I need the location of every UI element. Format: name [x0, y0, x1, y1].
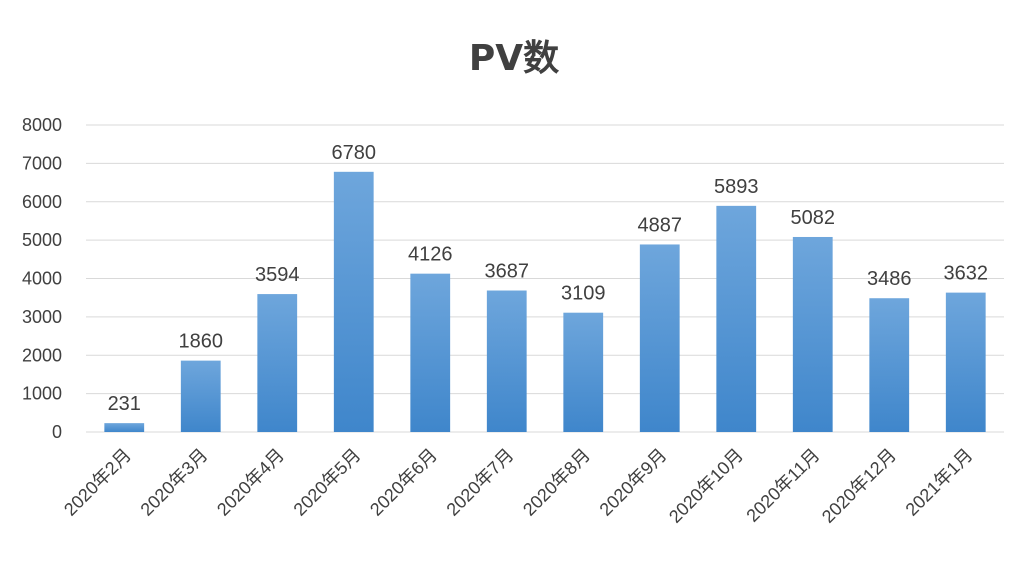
x-tick-label: 2020年10月 — [665, 445, 747, 527]
bar — [257, 294, 298, 432]
bar — [104, 423, 145, 432]
data-label: 5082 — [791, 207, 836, 229]
gridlines — [86, 124, 1004, 433]
data-label: 3109 — [561, 283, 606, 305]
bar — [410, 273, 451, 432]
data-label: 4126 — [408, 244, 453, 266]
bar — [639, 244, 680, 432]
x-tick-label: 2021年1月 — [902, 445, 977, 520]
x-tick-label: 2020年6月 — [366, 445, 441, 520]
data-label: 3486 — [867, 268, 912, 290]
data-label: 1860 — [179, 331, 224, 353]
x-axis-ticks: 2020年2月 2020年3月 2020年4月 2020年5月 2020年6月 2020年… — [60, 445, 976, 527]
data-label: 5893 — [714, 176, 759, 198]
x-tick-label: 2020年9月 — [596, 445, 671, 520]
data-label: 231 — [108, 393, 141, 415]
y-tick-label: 3000 — [22, 307, 62, 327]
bar — [333, 171, 374, 432]
y-tick-label: 4000 — [22, 269, 62, 289]
bar — [180, 360, 221, 432]
y-tick-label: 8000 — [22, 115, 62, 135]
y-tick-label: 7000 — [22, 153, 62, 173]
x-tick-label: 2020年8月 — [519, 445, 594, 520]
data-label: 3632 — [944, 263, 989, 285]
bar — [869, 298, 910, 432]
bars — [104, 171, 986, 432]
bar — [945, 292, 986, 432]
x-tick-label: 2020年5月 — [290, 445, 365, 520]
x-tick-label: 2020年3月 — [137, 445, 212, 520]
x-tick-label: 2020年12月 — [818, 445, 900, 527]
y-tick-label: 5000 — [22, 230, 62, 250]
x-tick-label: 2020年4月 — [213, 445, 288, 520]
y-tick-label: 0 — [52, 422, 62, 442]
bar — [716, 205, 757, 432]
data-label: 4887 — [638, 214, 683, 236]
x-tick-label: 2020年7月 — [443, 445, 518, 520]
x-tick-label: 2020年11月 — [742, 445, 823, 526]
y-tick-label: 6000 — [22, 192, 62, 212]
data-labels: 231 1860 3594 6780 4126 3687 3109 4887 5893 5082 3… — [108, 142, 988, 415]
x-tick-label: 2020年2月 — [60, 445, 135, 520]
data-label: 6780 — [332, 142, 377, 164]
y-axis-ticks: 0 1000 2000 3000 4000 5000 6000 7000 8000 — [22, 115, 62, 442]
chart-title: PV数 — [469, 38, 559, 79]
bar — [486, 290, 527, 432]
y-tick-label: 1000 — [22, 384, 62, 404]
y-tick-label: 2000 — [22, 345, 62, 365]
data-label: 3594 — [255, 264, 300, 286]
data-label: 3687 — [485, 261, 530, 283]
bar — [563, 312, 604, 432]
bar — [792, 236, 833, 432]
